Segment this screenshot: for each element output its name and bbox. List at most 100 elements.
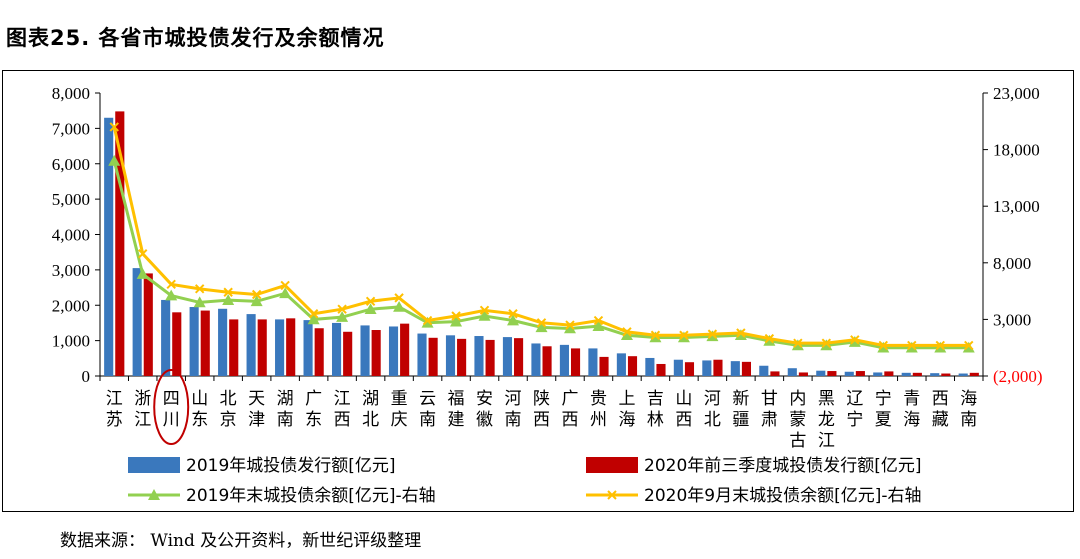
legend: 2019年城投债发行额[亿元] 2020年前三季度城投债发行额[亿元] 2019年末… <box>128 456 922 506</box>
bar-2020-黑龙江 <box>827 371 837 376</box>
category-label: 贵州 <box>590 389 607 430</box>
bar-2019-浙江 <box>132 268 142 376</box>
category-label: 山东 <box>191 389 208 430</box>
bar-2019-广西 <box>559 344 569 376</box>
bar-2019-安徽 <box>474 336 484 376</box>
marker-2019-安徽 <box>478 310 491 321</box>
bar-2019-重庆 <box>388 326 399 376</box>
marker-2019-湖北 <box>364 303 377 315</box>
marker-2020-黑龙江 <box>821 338 832 348</box>
marker-2020-江西 <box>337 304 347 314</box>
marker-2019-贵州 <box>592 320 605 331</box>
figure-title: 图表25. 各省市城投债发行及余额情况 <box>6 26 385 50</box>
bar-2019-天津 <box>246 314 256 376</box>
bar-2020-广西 <box>570 348 581 376</box>
marker-2020-北京 <box>223 287 233 297</box>
bar-2020-河南 <box>514 338 524 376</box>
category-label: 重庆 <box>391 389 408 430</box>
bar-2020-北京 <box>229 319 239 376</box>
bar-2020-内蒙古 <box>798 372 808 376</box>
bar-2020-陕西 <box>542 346 552 376</box>
marker-2020-天津 <box>251 289 262 300</box>
category-label: 北京 <box>220 389 237 430</box>
legend-swatch <box>128 457 180 473</box>
category-label: 山西 <box>675 389 692 430</box>
category-label: 四川 <box>163 389 180 430</box>
bar-2020-辽宁 <box>855 371 865 376</box>
marker-2020-安徽 <box>479 305 490 316</box>
marker-2020-云南 <box>422 315 433 326</box>
bar-2019-江苏 <box>104 117 114 376</box>
marker-2019-上海 <box>620 329 633 341</box>
legend-label: 2020年前三季度城投债发行额[亿元] <box>644 456 922 476</box>
bar-2020-湖北 <box>371 330 381 376</box>
marker-2020-甘肃 <box>764 333 775 344</box>
right-tick-label: 13,000 <box>993 197 1040 216</box>
bar-2020-江苏 <box>115 111 125 376</box>
left-tick-label: 8,000 <box>52 84 90 103</box>
marker-2019-广东 <box>307 313 320 325</box>
marker-2020-西藏 <box>935 340 945 351</box>
right-tick-label: 18,000 <box>993 141 1040 160</box>
category-label: 河北 <box>704 389 721 430</box>
bar-2019-陕西 <box>531 343 541 376</box>
bar-2020-甘肃 <box>770 371 780 376</box>
category-label: 宁夏 <box>875 389 892 430</box>
bar-2019-湖北 <box>360 325 370 376</box>
marker-2019-北京 <box>222 294 235 305</box>
category-label: 浙江 <box>134 389 151 430</box>
bar-2020-山东 <box>200 310 210 376</box>
category-label: 江苏 <box>106 389 123 430</box>
bar-2019-西藏 <box>930 373 940 376</box>
marker-2020-湖南 <box>280 280 290 291</box>
line-balance-2020 <box>112 126 969 347</box>
marker-2019-河南 <box>507 314 520 326</box>
marker-2020-贵州 <box>593 315 604 326</box>
bar-2019-江西 <box>331 322 342 376</box>
bar-2020-宁夏 <box>884 371 894 376</box>
bar-2019-黑龙江 <box>816 370 826 376</box>
legend-label: 2019年末城投债余额[亿元]-右轴 <box>186 486 436 506</box>
bar-2019-福建 <box>445 335 456 376</box>
marker-2020-陕西 <box>536 318 547 328</box>
marker-2019-陕西 <box>535 321 548 333</box>
bar-2020-海南 <box>969 372 979 376</box>
category-label: 湖南 <box>277 389 294 430</box>
line-balance-2019 <box>112 160 969 350</box>
bar-2019-上海 <box>616 353 626 376</box>
bar-2019-河北 <box>702 360 712 376</box>
marker-2020-福建 <box>451 311 461 321</box>
bar-2019-宁夏 <box>873 372 883 376</box>
marker-2019-天津 <box>250 295 263 307</box>
left-tick-label: 5,000 <box>52 190 90 209</box>
bar-2020-上海 <box>627 356 638 376</box>
marker-2019-福建 <box>450 315 463 327</box>
category-label: 上海 <box>618 389 635 430</box>
marker-2019-广西 <box>563 322 576 334</box>
marker-2020-青海 <box>907 340 917 351</box>
right-tick-label: (2,000) <box>993 367 1043 386</box>
bar-2020-青海 <box>912 372 922 376</box>
bar-2020-福建 <box>457 338 467 376</box>
bar-2019-辽宁 <box>844 371 854 376</box>
marker-2020-宁夏 <box>878 340 889 351</box>
marker-2020-湖北 <box>365 296 376 306</box>
marker-2019-四川 <box>165 289 178 301</box>
bar-2020-浙江 <box>143 273 153 376</box>
category-label: 新疆 <box>732 389 749 430</box>
left-tick-label: 0 <box>82 367 91 386</box>
category-label: 广西 <box>561 389 578 430</box>
category-label: 海南 <box>960 389 977 430</box>
legend-swatch <box>586 457 638 473</box>
bar-2020-山西 <box>684 362 695 376</box>
left-tick-label: 7,000 <box>52 119 90 138</box>
marker-2020-河南 <box>508 309 518 319</box>
tick-labels: 0 1,000 2,000 3,000 4,000 5,000 6,000 7,000 8,00… <box>52 84 1043 386</box>
category-label: 吉林 <box>647 389 664 430</box>
marker-2020-广东 <box>308 309 319 319</box>
bar-2020-重庆 <box>400 323 410 376</box>
category-label: 湖北 <box>362 389 379 430</box>
category-label: 广东 <box>305 389 322 430</box>
marker-2020-辽宁 <box>850 335 860 345</box>
legend-label: 2019年城投债发行额[亿元] <box>186 456 396 476</box>
